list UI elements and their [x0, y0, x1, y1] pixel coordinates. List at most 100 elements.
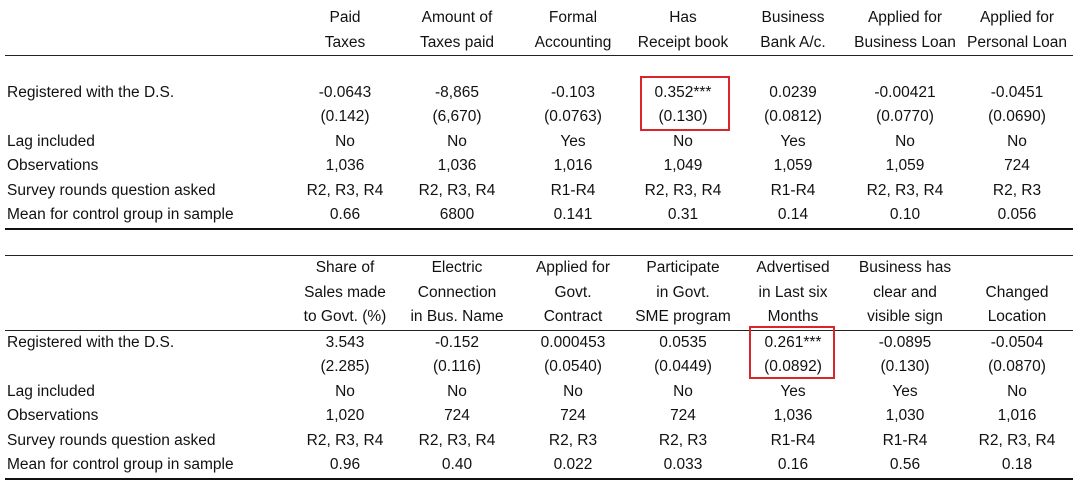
table-cell: R2, R3	[658, 431, 708, 449]
row-label: Registered with the D.S.	[7, 83, 175, 101]
stub-header	[5, 6, 293, 31]
col-header: Taxes paid	[397, 30, 517, 56]
col-header: Connection	[417, 283, 497, 301]
results-table-panel-2: Share of Electric Applied for Participat…	[5, 255, 1073, 480]
table-row: Registered with the D.S. -0.0643 -8,865 …	[5, 81, 1073, 106]
col-header: Business has	[849, 255, 961, 281]
table-cell: (0.0870)	[988, 358, 1046, 375]
table-cell: R2, R3	[992, 181, 1042, 199]
col-header: Electric	[397, 255, 517, 281]
col-header: Changed	[985, 283, 1049, 301]
table-cell: -8,865	[435, 83, 479, 101]
table-cell: R2, R3, R4	[978, 431, 1056, 449]
table-cell: 724	[444, 407, 470, 424]
table-cell: (2.285)	[320, 358, 370, 375]
row-label: Survey rounds question asked	[7, 431, 216, 449]
table-cell: (0.0540)	[544, 358, 602, 375]
table-cell: -0.0895	[878, 333, 932, 351]
table-cell: 0.16	[737, 453, 849, 480]
row-label: Observations	[7, 157, 99, 174]
table-cell: (0.116)	[433, 358, 481, 375]
col-header: Bank A/c.	[737, 30, 849, 56]
table-cell: Yes	[780, 382, 806, 400]
table-cell-highlighted: (0.0892)	[764, 358, 822, 375]
col-header: visible sign	[849, 305, 961, 331]
table-cell: R2, R3, R4	[306, 431, 384, 449]
table-row: (2.285) (0.116) (0.0540) (0.0449) (0.089…	[5, 355, 1073, 380]
table-cell-highlighted: 0.261***	[764, 333, 822, 351]
stub-header	[5, 305, 293, 331]
col-header: Has	[669, 9, 697, 26]
col-header: SME program	[629, 305, 737, 331]
table-row: Registered with the D.S. 3.543 -0.152 0.…	[5, 330, 1073, 355]
table-cell: 3.543	[325, 333, 365, 351]
results-table-panel-1: Paid Amount of Formal Has Business Appli…	[5, 6, 1073, 230]
stub-header	[5, 30, 293, 56]
table-cell: 0.033	[629, 453, 737, 480]
table-row: Lag included No No No No Yes Yes No	[5, 380, 1073, 405]
table-cell: 0.31	[629, 203, 737, 230]
table-cell: -0.00421	[874, 83, 936, 101]
table-cell-highlighted: 0.352***	[654, 83, 712, 101]
col-header: Paid	[329, 9, 361, 26]
col-header: Accounting	[517, 30, 629, 56]
table-cell: 1,020	[325, 407, 365, 424]
col-header: Sales made	[304, 283, 386, 301]
col-header: Formal	[548, 9, 598, 26]
col-header: Participate	[629, 255, 737, 281]
table-cell: 0.056	[961, 203, 1073, 230]
table-cell: (0.142)	[320, 108, 370, 125]
table-cell: 1,036	[773, 407, 813, 424]
col-header: clear and	[873, 283, 937, 301]
col-header: to Govt. (%)	[293, 305, 397, 331]
table-row: Observations 1,020 724 724 724 1,036 1,0…	[5, 404, 1073, 429]
table-cell: No	[335, 132, 355, 150]
table-row: Observations 1,036 1,036 1,016 1,049 1,0…	[5, 154, 1073, 179]
table-cell: Yes	[560, 132, 586, 150]
table-cell: 1,049	[663, 157, 703, 174]
table-cell: R2, R3, R4	[644, 181, 722, 199]
table-cell: R2, R3, R4	[866, 181, 944, 199]
table-cell: 0.66	[293, 203, 397, 230]
col-header: Applied for	[867, 9, 943, 26]
table-cell: 724	[1004, 157, 1030, 174]
header-row: Sales made Connection Govt. in Govt. in …	[5, 281, 1073, 306]
table-row: Lag included No No Yes No Yes No No	[5, 130, 1073, 155]
table-cell: 0.14	[737, 203, 849, 230]
col-header: Share of	[293, 255, 397, 281]
col-header: Business	[761, 9, 825, 26]
table-cell: (0.0690)	[988, 108, 1046, 125]
table-cell: No	[563, 382, 583, 400]
table-cell: (0.0770)	[876, 108, 934, 125]
col-header: Applied for	[517, 255, 629, 281]
header-row: to Govt. (%) in Bus. Name Contract SME p…	[5, 305, 1073, 331]
row-label: Survey rounds question asked	[7, 181, 216, 199]
table-cell: No	[1007, 382, 1027, 400]
table-cell: No	[1007, 132, 1027, 150]
table-cell: R2, R3, R4	[306, 181, 384, 199]
stub-header	[5, 281, 293, 306]
table-cell: 0.0535	[659, 333, 707, 351]
col-header: Months	[737, 305, 849, 331]
row-label: Mean for control group in sample	[5, 203, 293, 230]
table-cell: -0.103	[551, 83, 595, 101]
table-cell: R1-R4	[882, 431, 928, 449]
table-cell: No	[673, 132, 693, 150]
table-cell: 1,036	[437, 157, 477, 174]
col-header: Amount of	[421, 9, 493, 26]
table-cell: R2, R3, R4	[418, 431, 496, 449]
table-cell: 0.141	[517, 203, 629, 230]
col-header: Advertised	[737, 255, 849, 281]
table-cell: R1-R4	[770, 431, 816, 449]
table-cell: (0.0449)	[654, 358, 712, 375]
table-cell-highlighted: (0.130)	[658, 108, 708, 125]
table-cell: 0.10	[849, 203, 961, 230]
table-cell: 0.18	[961, 453, 1073, 480]
header-row: Paid Amount of Formal Has Business Appli…	[5, 6, 1073, 31]
col-header	[961, 255, 1073, 281]
table-cell: 0.022	[517, 453, 629, 480]
table-cell: No	[895, 132, 915, 150]
table-cell: 1,016	[997, 407, 1037, 424]
row-label	[5, 355, 293, 380]
row-label: Registered with the D.S.	[7, 333, 175, 351]
